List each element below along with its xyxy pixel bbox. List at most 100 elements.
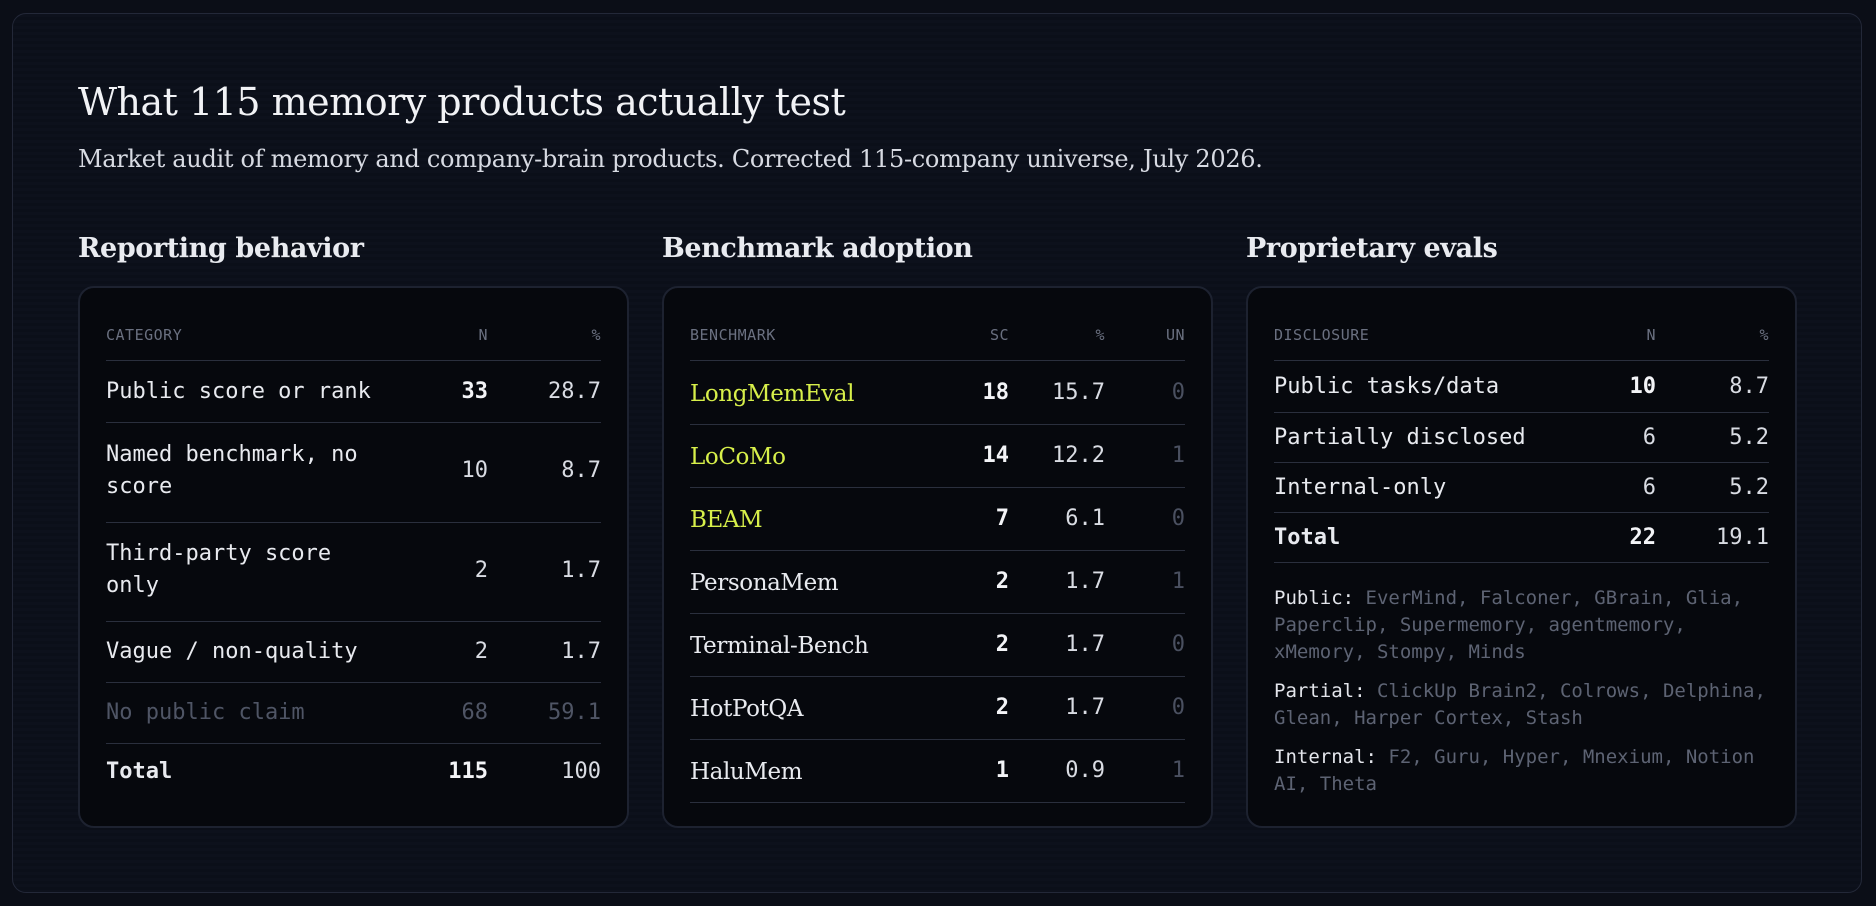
table-row: HotPotQA 2 1.7 0 bbox=[690, 677, 1185, 740]
note-partial: Partial: ClickUp Brain2, Colrows, Delphi… bbox=[1274, 678, 1777, 732]
column-header-pct: % bbox=[591, 326, 601, 344]
row-label: Named benchmark, no score bbox=[106, 442, 358, 499]
row-un: 0 bbox=[1171, 380, 1185, 405]
reporting-card: CATEGORY N % Public score or rank 33 28.… bbox=[78, 286, 629, 828]
page-title: What 115 memory products actually test bbox=[78, 80, 846, 124]
row-label: Third-party score only bbox=[106, 541, 332, 598]
benchmark-name: LoCoMo bbox=[690, 444, 786, 470]
table-row: PersonaMem 2 1.7 1 bbox=[690, 551, 1185, 614]
row-pct: 1.7 bbox=[561, 558, 601, 583]
benchmark-header-row: BENCHMARK SC % UN bbox=[690, 326, 1185, 361]
row-n: 33 bbox=[461, 379, 489, 404]
benchmark-section-title: Benchmark adoption bbox=[662, 233, 973, 264]
benchmark-name: HotPotQA bbox=[690, 696, 804, 722]
row-n: 2 bbox=[474, 639, 488, 664]
row-un: 1 bbox=[1171, 443, 1185, 468]
row-un: 0 bbox=[1171, 632, 1185, 657]
row-n: 6 bbox=[1642, 475, 1656, 500]
row-pct: 1.7 bbox=[1065, 695, 1105, 720]
benchmark-name: BEAM bbox=[690, 507, 763, 533]
benchmark-card: BENCHMARK SC % UN LongMemEval 18 15.7 0 … bbox=[662, 286, 1213, 828]
row-label: No public claim bbox=[106, 700, 305, 725]
table-row: Internal-only 6 5.2 bbox=[1274, 463, 1769, 513]
column-header-category: CATEGORY bbox=[106, 326, 183, 344]
row-sc: 14 bbox=[982, 443, 1010, 468]
row-un: 0 bbox=[1171, 506, 1185, 531]
table-row: BEAM 7 6.1 0 bbox=[690, 488, 1185, 551]
row-n: 2 bbox=[474, 558, 488, 583]
benchmark-name: Terminal-Bench bbox=[690, 633, 869, 659]
table-row: Partially disclosed 6 5.2 bbox=[1274, 413, 1769, 463]
row-pct: 6.1 bbox=[1065, 506, 1105, 531]
table-total-row: Total 22 19.1 bbox=[1274, 513, 1769, 563]
row-sc: 2 bbox=[995, 569, 1009, 594]
proprietary-header-row: DISCLOSURE N % bbox=[1274, 326, 1769, 361]
note-key: Public: bbox=[1274, 587, 1355, 609]
column-header-n: N bbox=[478, 326, 488, 344]
row-pct: 59.1 bbox=[548, 700, 601, 725]
disclosure-notes: Public: EverMind, Falconer, GBrain, Glia… bbox=[1274, 585, 1777, 810]
column-header-pct: % bbox=[1095, 326, 1105, 344]
row-label: Public tasks/data bbox=[1274, 374, 1500, 399]
table-row: No public claim 68 59.1 bbox=[106, 683, 601, 744]
row-un: 0 bbox=[1171, 695, 1185, 720]
proprietary-section-title: Proprietary evals bbox=[1246, 233, 1498, 264]
row-label: Vague / non-quality bbox=[106, 639, 358, 664]
column-header-n: N bbox=[1646, 326, 1656, 344]
column-header-disclosure: DISCLOSURE bbox=[1274, 326, 1370, 344]
row-label: Public score or rank bbox=[106, 379, 371, 404]
note-key: Internal: bbox=[1274, 746, 1377, 768]
row-pct: 1.7 bbox=[561, 639, 601, 664]
table-row: Vague / non-quality 2 1.7 bbox=[106, 622, 601, 683]
benchmark-name: HaluMem bbox=[690, 759, 803, 785]
row-pct: 8.7 bbox=[1729, 374, 1769, 399]
row-label: Total bbox=[106, 759, 173, 784]
row-sc: 2 bbox=[995, 632, 1009, 657]
table-row: Named benchmark, no score 10 8.7 bbox=[106, 423, 601, 523]
row-sc: 7 bbox=[995, 506, 1009, 531]
column-header-un: UN bbox=[1165, 326, 1185, 344]
page-subtitle: Market audit of memory and company-brain… bbox=[78, 145, 1263, 173]
table-row: Third-party score only 2 1.7 bbox=[106, 523, 601, 622]
note-key: Partial: bbox=[1274, 680, 1366, 702]
table-row: LongMemEval 18 15.7 0 bbox=[690, 362, 1185, 425]
row-pct: 1.7 bbox=[1065, 569, 1105, 594]
row-n: 6 bbox=[1642, 425, 1656, 450]
table-total-row: Total 115 100 bbox=[106, 744, 601, 802]
reporting-header-row: CATEGORY N % bbox=[106, 326, 601, 361]
row-n: 10 bbox=[1629, 374, 1657, 399]
row-pct: 0.9 bbox=[1065, 758, 1105, 783]
row-sc: 2 bbox=[995, 695, 1009, 720]
row-n: 68 bbox=[461, 700, 489, 725]
table-row: Terminal-Bench 2 1.7 0 bbox=[690, 614, 1185, 677]
table-row: Public score or rank 33 28.7 bbox=[106, 362, 601, 423]
table-row: Public tasks/data 10 8.7 bbox=[1274, 362, 1769, 413]
row-pct: 8.7 bbox=[561, 458, 601, 483]
column-header-pct: % bbox=[1759, 326, 1769, 344]
row-pct: 5.2 bbox=[1729, 425, 1769, 450]
row-pct: 1.7 bbox=[1065, 632, 1105, 657]
row-pct: 100 bbox=[561, 759, 601, 784]
note-text: F2, Guru, Hyper, Mnexium, Notion AI, The… bbox=[1274, 746, 1755, 795]
row-pct: 28.7 bbox=[548, 379, 601, 404]
row-sc: 1 bbox=[995, 758, 1009, 783]
note-internal: Internal: F2, Guru, Hyper, Mnexium, Noti… bbox=[1274, 744, 1777, 798]
note-public: Public: EverMind, Falconer, GBrain, Glia… bbox=[1274, 585, 1777, 666]
note-text: ClickUp Brain2, Colrows, Delphina, Glean… bbox=[1274, 680, 1766, 729]
row-pct: 5.2 bbox=[1729, 475, 1769, 500]
benchmark-name: LongMemEval bbox=[690, 381, 855, 407]
row-sc: 18 bbox=[982, 380, 1010, 405]
row-label: Internal-only bbox=[1274, 475, 1447, 500]
proprietary-card: DISCLOSURE N % Public tasks/data 10 8.7 … bbox=[1246, 286, 1797, 828]
column-header-benchmark: BENCHMARK bbox=[690, 326, 776, 344]
note-text: EverMind, Falconer, GBrain, Glia, Paperc… bbox=[1274, 587, 1744, 663]
row-pct: 19.1 bbox=[1716, 525, 1769, 550]
row-n: 10 bbox=[461, 458, 489, 483]
row-label: Partially disclosed bbox=[1274, 425, 1526, 450]
row-pct: 12.2 bbox=[1052, 443, 1105, 468]
column-header-sc: SC bbox=[989, 326, 1009, 344]
row-n: 22 bbox=[1629, 525, 1657, 550]
row-pct: 15.7 bbox=[1052, 380, 1105, 405]
row-n: 115 bbox=[448, 759, 488, 784]
row-un: 1 bbox=[1171, 758, 1185, 783]
